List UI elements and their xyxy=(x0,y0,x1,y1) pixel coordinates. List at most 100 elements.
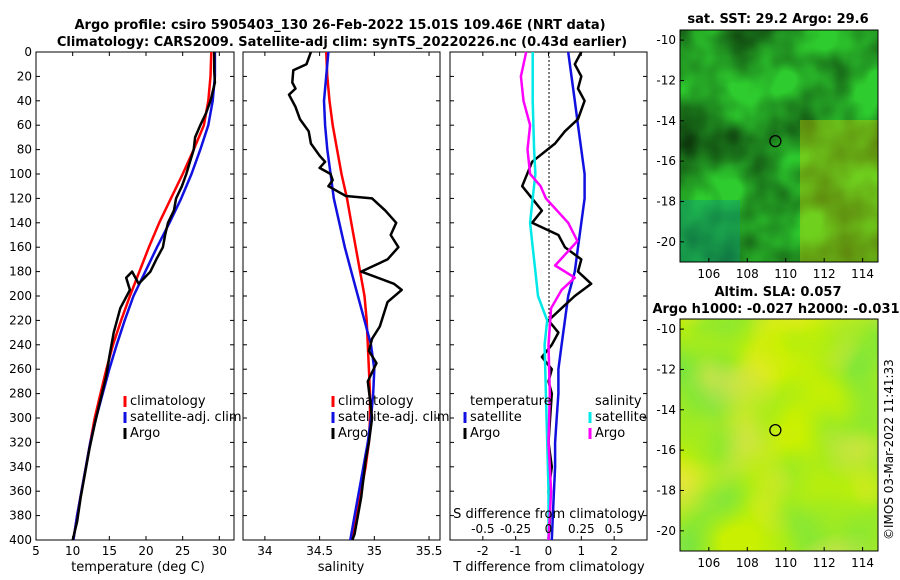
series-line-temperature-satellite xyxy=(550,51,586,541)
depth-tick-label: 40 xyxy=(17,94,32,108)
series-line-satellite-adj-clim xyxy=(72,52,217,541)
sla-map-frame xyxy=(679,318,879,552)
s-diff-tick-label: 0.25 xyxy=(568,522,595,536)
s-difference-tick-labels: -0.5 -0.25 0 0.25 0.5 xyxy=(471,522,624,536)
s-difference-label: S difference from climatology xyxy=(453,507,645,522)
sst-map-frame xyxy=(679,29,879,263)
map-x-tick-label: 114 xyxy=(851,267,874,281)
s-diff-tick-label: 0 xyxy=(545,522,553,536)
depth-tick-label: 260 xyxy=(9,362,32,376)
sla-axes: 106 108 110 112 114 -10 -12 -14 -16 -18 -20 xyxy=(656,322,874,570)
x-tick-label: 30 xyxy=(212,544,227,558)
legend-salinity-title: salinity xyxy=(595,394,642,409)
title-line-1: Argo profile: csiro 5905403_130 26-Feb-2… xyxy=(74,18,605,33)
t-difference-label: T difference from climatology xyxy=(452,560,645,575)
x-tick-label: 0 xyxy=(545,544,553,558)
sal-legend-argo-label: Argo xyxy=(338,426,368,441)
x-tick-label: 5 xyxy=(32,544,40,558)
series-line-temperature-argo xyxy=(520,51,593,541)
x-tick-label: 2 xyxy=(610,544,618,558)
salinity-x-label: salinity xyxy=(318,560,365,575)
difference-legend: temperature satellite Argo salinity sate… xyxy=(463,394,647,441)
sst-argo-marker xyxy=(769,135,782,148)
map-x-tick-label: 110 xyxy=(774,267,797,281)
depth-tick-label: 60 xyxy=(17,118,32,132)
argo-location-marker xyxy=(769,135,782,148)
sal-legend-satellite-label: satellite-adj. clim xyxy=(338,410,450,425)
s-diff-tick-label: -0.5 xyxy=(471,522,494,536)
depth-tick-label: 320 xyxy=(9,435,32,449)
series-line-salinity-satellite xyxy=(528,52,550,540)
map-y-tick-label: -20 xyxy=(656,524,676,538)
title-line-2: Climatology: CARS2009. Satellite-adj cli… xyxy=(57,35,627,50)
depth-tick-label: 180 xyxy=(9,265,32,279)
depth-tick-label: 160 xyxy=(9,240,32,254)
depth-tick-label: 200 xyxy=(9,289,32,303)
map-y-tick-label: -14 xyxy=(656,403,676,417)
depth-tick-label: 220 xyxy=(9,313,32,327)
map-x-tick-label: 108 xyxy=(736,267,759,281)
x-tick-label: -2 xyxy=(477,544,489,558)
x-tick-label: 25 xyxy=(175,544,190,558)
sla-title-1: Altim. SLA: 0.057 xyxy=(715,285,842,300)
salinity-panel xyxy=(242,51,441,541)
depth-tick-label: 280 xyxy=(9,387,32,401)
temperature-x-axis: 5 10 15 20 25 30 xyxy=(32,52,227,558)
map-x-tick-label: 110 xyxy=(774,556,797,570)
depth-tick-label: 140 xyxy=(9,216,32,230)
map-x-tick-label: 114 xyxy=(851,556,874,570)
legend-sal-satellite-label: satellite xyxy=(595,410,647,425)
series-line-climatology xyxy=(72,51,213,541)
salinity-legend: climatology satellite-adj. clim Argo xyxy=(331,394,450,441)
map-y-tick-label: -12 xyxy=(656,362,676,376)
map-y-tick-label: -20 xyxy=(656,235,676,249)
legend-temp-argo-label: Argo xyxy=(470,426,500,441)
sst-title: sat. SST: 29.2 Argo: 29.6 xyxy=(687,12,868,27)
map-y-tick-label: -14 xyxy=(656,114,676,128)
legend-climatology-label: climatology xyxy=(130,394,206,409)
depth-tick-label: 240 xyxy=(9,338,32,352)
x-tick-label: 1 xyxy=(578,544,586,558)
legend-sal-argo-label: Argo xyxy=(595,426,625,441)
map-x-tick-label: 106 xyxy=(697,267,720,281)
legend-satellite-label: satellite-adj. clim xyxy=(130,410,242,425)
salinity-series xyxy=(287,51,403,541)
map-y-tick-label: -16 xyxy=(656,443,676,457)
x-tick-label: 34.5 xyxy=(306,544,333,558)
sla-argo-marker xyxy=(769,424,782,437)
map-x-tick-label: 112 xyxy=(813,556,836,570)
map-y-tick-label: -16 xyxy=(656,154,676,168)
temperature-legend: climatology satellite-adj. clim Argo xyxy=(123,394,242,441)
legend-temp-satellite-label: satellite xyxy=(470,410,522,425)
depth-tick-label: 400 xyxy=(9,533,32,547)
argo-location-marker xyxy=(769,424,782,437)
x-tick-label: 35 xyxy=(367,544,382,558)
map-y-tick-label: -10 xyxy=(656,322,676,336)
depth-tick-label: 300 xyxy=(9,411,32,425)
map-y-tick-label: -12 xyxy=(656,73,676,87)
map-y-tick-label: -10 xyxy=(656,33,676,47)
series-line-argo xyxy=(287,51,403,541)
sal-legend-climatology-label: climatology xyxy=(338,394,414,409)
temperature-series xyxy=(71,51,217,541)
depth-tick-label: 360 xyxy=(9,484,32,498)
depth-tick-label: 120 xyxy=(9,191,32,205)
x-tick-label: 35.5 xyxy=(416,544,443,558)
x-tick-label: -1 xyxy=(510,544,522,558)
depth-tick-label: 0 xyxy=(24,45,32,59)
temperature-x-label: temperature (deg C) xyxy=(71,560,205,575)
salinity-x-axis: 34 34.5 35 35.5 xyxy=(257,52,442,558)
x-tick-label: 15 xyxy=(102,544,117,558)
x-tick-label: 34 xyxy=(257,544,272,558)
depth-tick-label: 340 xyxy=(9,460,32,474)
series-line-argo xyxy=(71,52,217,541)
x-tick-label: 10 xyxy=(65,544,80,558)
copyright-text: ©IMOS 03-Mar-2022 11:41:33 xyxy=(882,359,896,540)
x-tick-label: 20 xyxy=(138,544,153,558)
series-line-salinity-argo xyxy=(519,51,579,541)
sla-title-2: Argo h1000: -0.027 h2000: -0.031 xyxy=(652,302,899,317)
map-y-tick-label: -18 xyxy=(656,483,676,497)
sst-axes: 106 108 110 112 114 -10 -12 -14 -16 -18 -20 xyxy=(656,33,874,281)
depth-tick-label: 380 xyxy=(9,509,32,523)
